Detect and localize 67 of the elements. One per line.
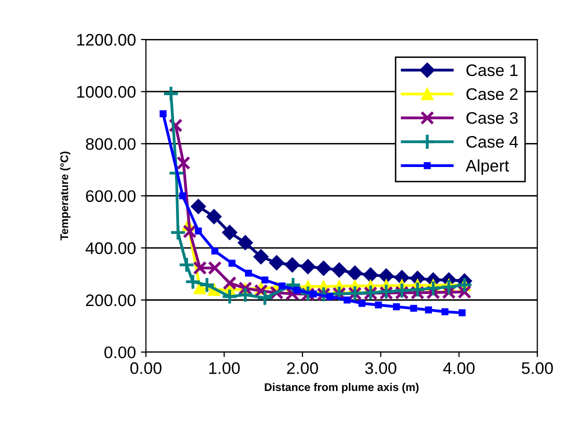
point	[284, 257, 300, 272]
point	[190, 198, 206, 214]
y-axis-title: Temperature (°C)	[60, 152, 70, 240]
point	[206, 209, 222, 224]
point	[194, 227, 202, 234]
legend-label: Case 3	[466, 112, 518, 124]
y-tick-label: 200.00	[86, 294, 136, 306]
point	[244, 270, 252, 277]
point	[198, 276, 216, 294]
y-tick-label: 800.00	[86, 138, 136, 150]
point	[256, 290, 274, 306]
legend-label: Alpert	[466, 159, 510, 175]
point	[440, 278, 458, 296]
point	[347, 266, 362, 281]
point	[222, 276, 237, 290]
point	[294, 286, 300, 294]
point	[236, 286, 254, 304]
point	[358, 300, 366, 307]
x-tick-label: 2.00	[287, 362, 318, 374]
point	[211, 248, 218, 254]
point	[392, 303, 400, 310]
legend-label: Case 4	[466, 136, 518, 148]
y-tick-label: 400.00	[86, 242, 136, 254]
point	[316, 260, 332, 276]
legend-label: Case 2	[466, 88, 518, 100]
point	[162, 85, 180, 102]
point	[184, 273, 202, 290]
point	[178, 256, 195, 274]
point	[363, 267, 378, 283]
point	[160, 110, 167, 118]
y-tick-label: 1000.00	[77, 86, 136, 98]
point	[179, 192, 186, 200]
y-tick-label: 1200.00	[77, 34, 136, 46]
point	[253, 249, 269, 264]
x-tick-label: 3.00	[365, 362, 396, 374]
point	[222, 224, 238, 240]
legend-label: Case 1	[466, 64, 518, 76]
y-tick-label: 600.00	[86, 190, 136, 202]
x-tick-label: 0.00	[130, 362, 162, 374]
point	[269, 255, 284, 270]
point	[182, 224, 197, 238]
x-tick-label: 5.00	[522, 362, 553, 374]
point	[284, 276, 302, 294]
point	[374, 301, 382, 308]
y-tick-label: 0.00	[104, 346, 136, 358]
point	[228, 260, 236, 267]
point	[238, 235, 253, 250]
point	[176, 156, 190, 170]
point	[424, 280, 442, 297]
point	[344, 296, 351, 304]
point	[310, 290, 317, 298]
point	[326, 293, 334, 300]
x-tick-label: 4.00	[443, 362, 475, 374]
point	[221, 288, 238, 305]
point	[300, 259, 316, 274]
point	[278, 282, 286, 290]
point	[261, 276, 268, 284]
x-axis-title: Distance from plume axis (m)	[264, 382, 419, 394]
point	[378, 268, 394, 284]
point	[332, 262, 347, 278]
point	[194, 282, 206, 294]
point	[425, 306, 432, 314]
point	[170, 224, 186, 241]
point	[458, 309, 466, 316]
x-tick-label: 1.00	[209, 362, 240, 374]
point	[441, 308, 448, 316]
point	[410, 304, 418, 312]
